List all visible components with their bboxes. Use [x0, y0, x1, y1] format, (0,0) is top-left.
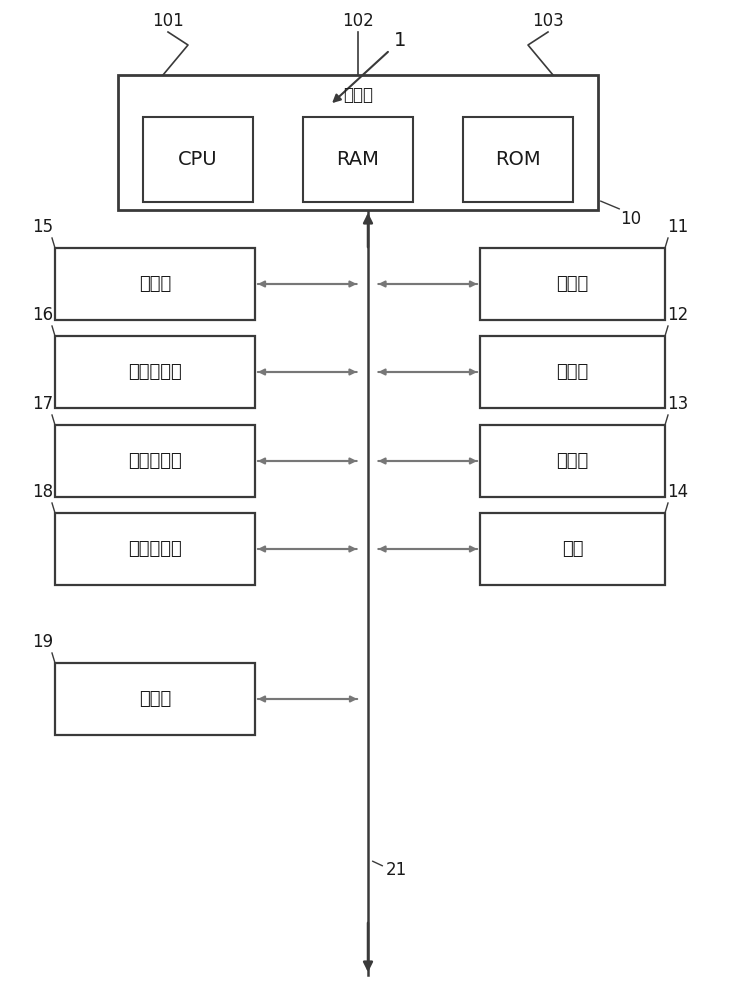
Text: 显示部: 显示部: [556, 452, 589, 470]
Bar: [55, 336, 255, 408]
Text: 21: 21: [386, 861, 407, 879]
Bar: [118, 75, 598, 210]
Text: CPU: CPU: [178, 150, 218, 169]
Text: 10: 10: [620, 210, 641, 228]
Bar: [55, 663, 255, 735]
Text: 扫描仪: 扫描仪: [139, 275, 171, 293]
Text: 控制部: 控制部: [343, 86, 373, 104]
Bar: [55, 513, 255, 585]
Text: 16: 16: [32, 306, 53, 324]
Text: RAM: RAM: [336, 150, 380, 169]
Text: 11: 11: [667, 218, 688, 236]
Text: 12: 12: [667, 306, 688, 324]
Bar: [55, 248, 255, 320]
Text: 102: 102: [342, 12, 374, 30]
Bar: [303, 117, 413, 202]
Text: 存储部: 存储部: [556, 275, 589, 293]
Text: 15: 15: [32, 218, 53, 236]
Text: 图像定影部: 图像定影部: [128, 540, 182, 558]
Bar: [480, 513, 665, 585]
Text: 接口: 接口: [562, 540, 583, 558]
Text: 18: 18: [32, 483, 53, 501]
Text: 图像处理部: 图像处理部: [128, 363, 182, 381]
Bar: [55, 425, 255, 497]
Text: 101: 101: [152, 12, 184, 30]
Bar: [480, 248, 665, 320]
Text: 1: 1: [394, 30, 406, 49]
Text: 图像形成部: 图像形成部: [128, 452, 182, 470]
Text: 103: 103: [532, 12, 564, 30]
Text: 输送部: 输送部: [139, 690, 171, 708]
Bar: [480, 425, 665, 497]
Bar: [143, 117, 253, 202]
Text: 19: 19: [32, 633, 53, 651]
Text: 14: 14: [667, 483, 688, 501]
Bar: [480, 336, 665, 408]
Text: 17: 17: [32, 395, 53, 413]
Text: 操作部: 操作部: [556, 363, 589, 381]
Text: ROM: ROM: [495, 150, 541, 169]
Text: 13: 13: [667, 395, 688, 413]
Bar: [463, 117, 573, 202]
